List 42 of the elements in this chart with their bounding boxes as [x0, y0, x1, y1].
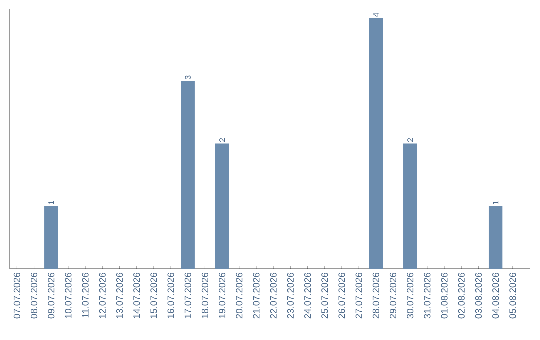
data-label: 1	[493, 201, 499, 205]
data-label: 4	[373, 12, 379, 18]
bar	[215, 144, 230, 269]
x-tick-label: 03.08.2026	[475, 272, 482, 319]
x-tick-label: 23.07.2026	[287, 272, 294, 319]
x-tick-label: 10.07.2026	[65, 272, 72, 318]
x-tick-label: 08.07.2026	[30, 272, 38, 319]
x-tick-label: 14.07.2026	[134, 272, 140, 318]
x-tick-label: 09.07.2026	[48, 272, 55, 319]
bar	[404, 144, 418, 269]
x-tick-label: 05.08.2026	[510, 272, 516, 319]
x-tick-label: 19.07.2026	[219, 272, 226, 318]
x-tick-label: 04.08.2026	[492, 272, 500, 319]
x-tick-label: 17.07.2026	[184, 272, 192, 318]
data-label: 2	[220, 138, 226, 142]
x-tick-label: 22.07.2026	[270, 272, 277, 319]
x-tick-label: 28.07.2026	[372, 272, 380, 319]
bar	[369, 18, 383, 269]
bar	[181, 81, 195, 269]
x-tick-label: 01.08.2026	[441, 272, 448, 319]
bar	[44, 206, 58, 269]
data-label: 2	[408, 138, 414, 142]
x-tick-label: 26.07.2026	[338, 272, 346, 319]
x-tick-label: 30.07.2026	[407, 272, 414, 319]
x-tick-label: 20.07.2026	[236, 272, 243, 319]
x-tick-label: 25.07.2026	[322, 272, 328, 319]
x-tick-label: 18.07.2026	[202, 272, 209, 318]
x-tick-label: 24.07.2026	[304, 272, 312, 319]
x-tick-label: 27.07.2026	[356, 272, 362, 319]
data-label: 1	[48, 201, 54, 205]
x-tick-label: 16.07.2026	[168, 272, 174, 318]
x-tick-label: 12.07.2026	[99, 272, 106, 318]
x-tick-label: 15.07.2026	[150, 272, 158, 318]
x-tick-label: 02.08.2026	[458, 272, 465, 319]
x-tick-label: 31.07.2026	[424, 272, 431, 319]
x-tick-label: 13.07.2026	[116, 272, 124, 318]
data-label: 3	[185, 76, 191, 80]
x-tick-label: 11.07.2026	[82, 272, 89, 318]
bar	[488, 206, 503, 269]
x-tick-label: 21.07.2026	[253, 272, 260, 319]
x-tick-label: 29.07.2026	[390, 272, 397, 319]
x-tick-label: 07.07.2026	[14, 272, 20, 319]
